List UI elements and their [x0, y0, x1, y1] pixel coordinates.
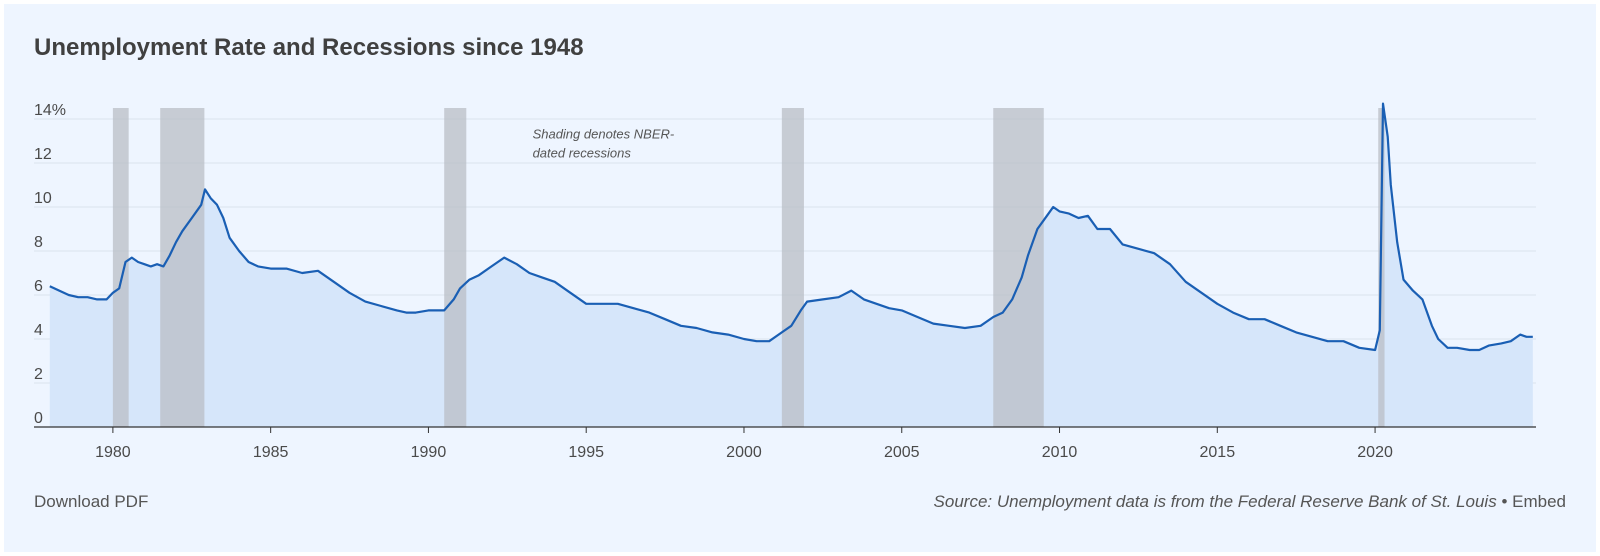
x-tick-label-2015: 2015 [1200, 444, 1236, 461]
x-tick-label-2000: 2000 [726, 444, 762, 461]
source-credit: Source: Unemployment data is from the Fe… [934, 492, 1566, 512]
x-tick-label-1995: 1995 [568, 444, 604, 461]
x-tick-label-1980: 1980 [95, 444, 131, 461]
y-tick-label-12: 12 [34, 146, 52, 163]
series-line [49, 102, 1533, 352]
recession-band-3 [444, 108, 467, 427]
y-tick-label-6: 6 [34, 278, 43, 295]
x-tick-label-1990: 1990 [411, 444, 447, 461]
recession-band-5 [993, 108, 1044, 427]
series-area [49, 103, 1533, 427]
unemployment-chart: 0 2 4 6 8 10 12 14% 1980 1985 1990 1995 2000 2005 2010… [34, 102, 1536, 461]
y-tick-label-0: 0 [34, 410, 43, 427]
y-tick-label-14: 14% [34, 102, 66, 119]
footer-separator: • [1501, 492, 1508, 511]
x-tick-label-2005: 2005 [884, 444, 920, 461]
x-tick-label-1985: 1985 [253, 444, 289, 461]
y-tick-label-4: 4 [34, 322, 43, 339]
y-tick-label-10: 10 [34, 190, 52, 207]
y-tick-label-2: 2 [34, 366, 43, 383]
y-tick-label-8: 8 [34, 234, 43, 251]
x-tick-label-2020: 2020 [1357, 444, 1393, 461]
recession-band-1 [112, 108, 129, 427]
download-pdf-link[interactable]: Download PDF [34, 492, 149, 511]
recession-note-line-1: Shading denotes NBER- [533, 126, 675, 141]
recession-band-4 [781, 108, 804, 427]
recession-band-2 [160, 108, 205, 427]
source-text: Source: Unemployment data is from the Fe… [933, 492, 1497, 511]
embed-link[interactable]: Embed [1512, 492, 1566, 511]
page-title: Unemployment Rate and Recessions since 1… [34, 34, 584, 61]
chart-card: 0 2 4 6 8 10 12 14% 1980 1985 1990 1995 2000 2005 2010… [4, 4, 1596, 552]
x-tick-label-2010: 2010 [1042, 444, 1078, 461]
recession-note-line-2: dated recessions [533, 145, 632, 160]
